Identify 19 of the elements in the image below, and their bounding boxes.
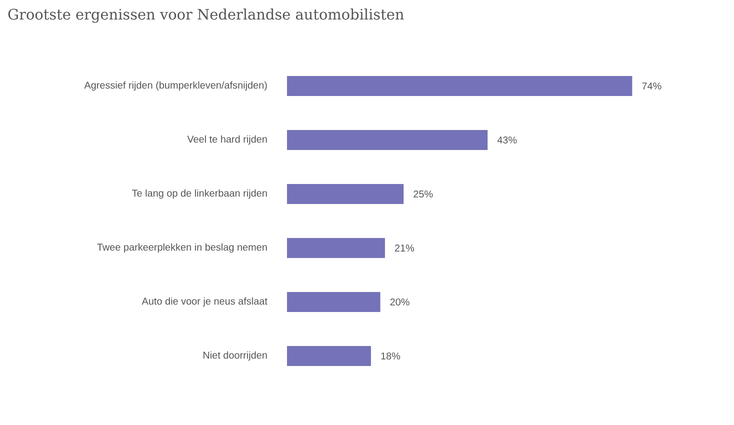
y-tick-label: Te lang op de linkerbaan rijden <box>132 189 267 199</box>
y-tick-label: Niet doorrijden <box>204 351 267 361</box>
chart-title: Grootste ergenissen voor Nederlandse automobilisten <box>8 8 404 23</box>
data-label: 25% <box>414 190 433 198</box>
y-tick-label: Agressief rijden (bumperkleven/afsnijden) <box>84 81 267 91</box>
y-tick-label: Auto die voor je neus afslaat <box>142 297 268 307</box>
bar <box>287 238 385 258</box>
bar <box>287 346 371 366</box>
data-label: 20% <box>390 298 410 306</box>
bar <box>287 292 380 312</box>
bar <box>287 184 404 204</box>
bar <box>287 76 632 96</box>
y-tick-label: Twee parkeerplekken in beslag nemen <box>97 243 267 253</box>
data-label: 43% <box>497 136 517 144</box>
y-tick-label: Veel te hard rijden <box>187 135 267 145</box>
bar <box>287 130 488 150</box>
data-label: 18% <box>381 352 400 360</box>
data-label: 74% <box>642 82 662 90</box>
data-label: 21% <box>394 244 414 252</box>
